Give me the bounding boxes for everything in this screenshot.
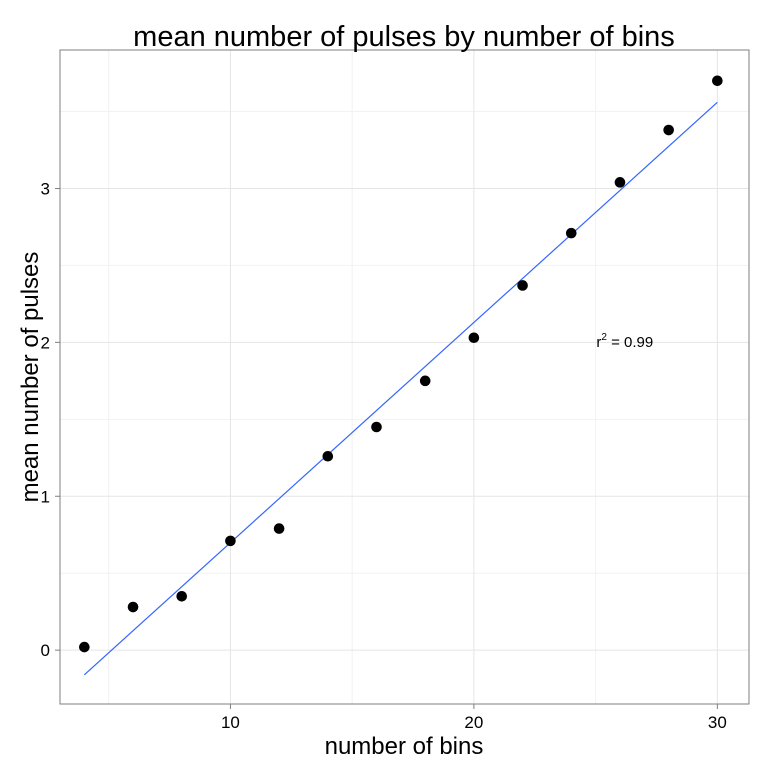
r-squared-annotation: r2 = 0.99: [596, 332, 653, 351]
data-point: [225, 535, 236, 547]
data-point: [79, 641, 90, 653]
x-tick-label: 20: [464, 713, 483, 732]
data-point: [517, 280, 528, 291]
y-tick-label: 3: [41, 179, 50, 198]
data-point: [614, 177, 626, 188]
data-point: [565, 227, 577, 239]
fit-line-layer: [83, 101, 718, 676]
plot-border: [59, 49, 750, 705]
data-point: [322, 450, 334, 462]
data-point: [176, 590, 188, 602]
minor-grid: [60, 50, 749, 704]
y-axis-label: mean number of pulses: [17, 252, 44, 503]
data-point: [663, 124, 674, 136]
annotation-superscript: 2: [601, 332, 607, 343]
x-tick-label: 30: [708, 713, 727, 732]
ticks-layer: 10 20 30 0 1 2 3: [41, 179, 727, 732]
y-tick-label: 1: [41, 487, 50, 506]
x-axis-label: number of bins: [325, 733, 484, 760]
x-tick-label: 10: [221, 713, 240, 732]
major-grid: [60, 50, 749, 704]
plot-panel: [60, 50, 749, 704]
y-tick-label: 0: [41, 641, 50, 660]
data-point: [127, 601, 139, 613]
y-tick-label: 2: [41, 333, 50, 352]
annotation-text: = 0.99: [607, 334, 653, 351]
annotation-base: r: [596, 334, 601, 351]
data-point: [273, 523, 285, 534]
data-point: [371, 421, 382, 433]
regression-line: [83, 101, 718, 676]
data-point: [419, 375, 431, 387]
points-layer: [79, 75, 723, 653]
data-point: [712, 75, 723, 87]
data-point: [468, 332, 480, 344]
chart-title: mean number of pulses by number of bins: [133, 21, 675, 53]
